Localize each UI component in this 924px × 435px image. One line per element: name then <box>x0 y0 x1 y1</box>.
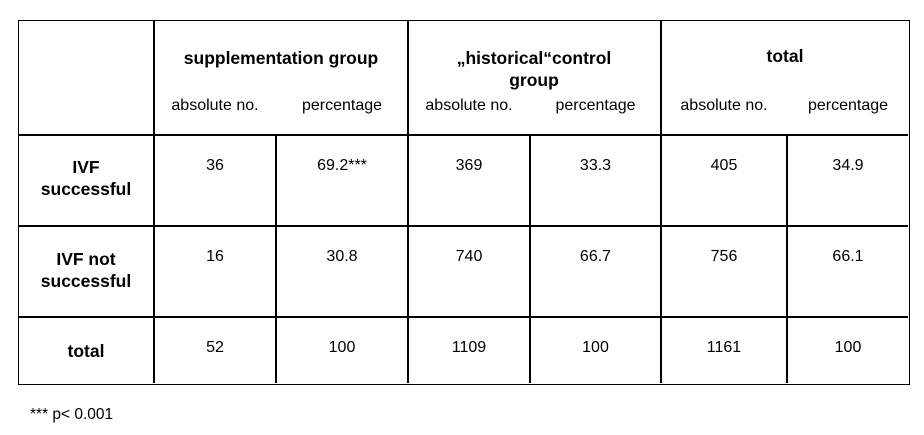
table-divider <box>275 134 277 383</box>
subheader-absolute-no: absolute no. <box>171 97 259 114</box>
table-cell: 100 <box>328 339 356 356</box>
table-divider <box>660 21 662 383</box>
table-cell: 52 <box>206 339 224 356</box>
table-cell: 36 <box>206 157 224 174</box>
table-cell: 756 <box>710 248 738 265</box>
group-header-supplementation: supplementation group <box>183 48 379 68</box>
table-cell: 1161 <box>706 339 742 356</box>
table-divider <box>19 225 908 227</box>
table-cell: 66.1 <box>832 248 864 265</box>
significance-footnote: *** p< 0.001 <box>30 406 114 423</box>
group-header-historical-control: „historical“control group <box>456 48 612 90</box>
subheader-percentage: percentage <box>555 97 636 114</box>
group-header-total: total <box>766 46 804 66</box>
table-divider <box>153 21 155 383</box>
row-label-ivf-successful: IVF successful <box>40 157 132 199</box>
table-cell: 69.2*** <box>317 157 367 174</box>
table-cell: 740 <box>455 248 483 265</box>
subheader-absolute-no: absolute no. <box>680 97 768 114</box>
table-cell: 30.8 <box>326 248 358 265</box>
table-cell: 100 <box>834 339 862 356</box>
table-cell: 16 <box>206 248 224 265</box>
table-cell: 1109 <box>451 339 487 356</box>
table-divider <box>407 21 409 383</box>
table-cell: 33.3 <box>579 157 612 174</box>
table-divider <box>786 134 788 383</box>
table-divider <box>19 134 908 136</box>
results-table: supplementation group „historical“contro… <box>18 20 910 385</box>
table-cell: 369 <box>455 157 483 174</box>
subheader-percentage: percentage <box>301 97 383 114</box>
table-cell: 405 <box>710 157 738 174</box>
table-divider <box>19 316 908 318</box>
table-cell: 66.7 <box>579 248 612 265</box>
subheader-percentage: percentage <box>807 97 889 114</box>
table-divider <box>529 134 531 383</box>
row-label-ivf-not-successful: IVF not successful <box>40 249 132 291</box>
table-cell: 34.9 <box>832 157 864 174</box>
row-label-total: total <box>67 341 105 361</box>
table-cell: 100 <box>582 339 609 356</box>
subheader-absolute-no: absolute no. <box>425 97 513 114</box>
